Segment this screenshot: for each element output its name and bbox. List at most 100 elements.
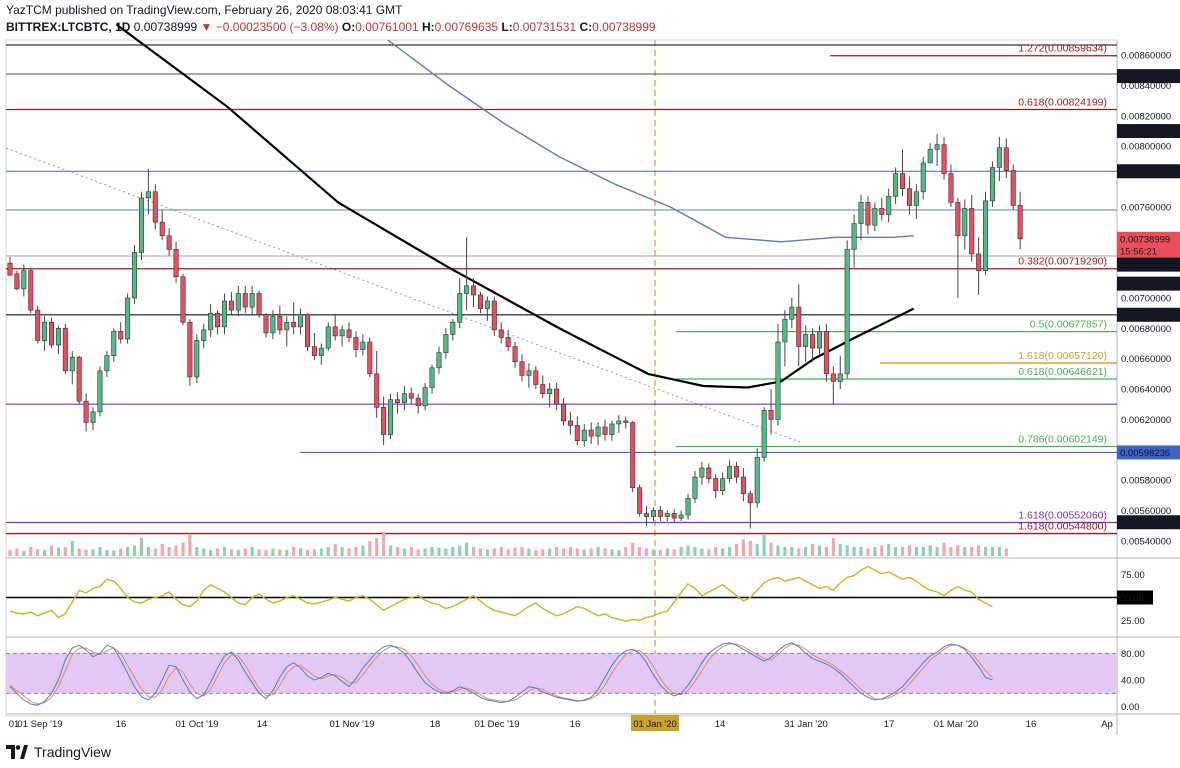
volume-bar [721,548,725,556]
volume-bar [444,548,448,556]
candle-body [623,420,629,423]
volume-bar [686,545,690,556]
candle-body [969,208,975,255]
candle-body [602,426,608,435]
volume-bar [810,544,815,556]
volume-bar [997,547,1001,556]
volume-bar [437,547,441,556]
candle-body [457,293,463,323]
candle-body [754,457,760,504]
volume-bar [790,547,794,556]
volume-bar [617,550,621,556]
volume-bar [575,548,579,556]
volume-bar [679,547,683,556]
candle-body [49,321,55,346]
fib-label-2: 0.382(0.00719290) [1018,256,1107,268]
candle-body [630,422,636,489]
candle-body [353,337,359,350]
candle-body [976,253,982,271]
candle-body [42,321,48,341]
high-label: H: [421,20,435,34]
volume-bar [375,538,379,556]
stoch-tick-label: 40.00 [1121,676,1145,687]
volume-bar [229,549,233,556]
candle-body [173,249,179,278]
candle-body [699,467,705,478]
volume-bar [665,548,669,556]
candle-body [332,326,338,337]
chart-header: YazTCM published on TradingView.com, Feb… [0,0,1180,38]
candle-body [547,388,553,394]
volume-bar [907,545,912,556]
volume-bar [492,548,496,556]
candle-body [394,399,400,404]
candle-body [132,252,138,299]
price-tick-label: 0.00560000 [1121,506,1171,517]
volume-bar [700,548,704,556]
candle-body [657,510,663,517]
volume-bar [499,547,503,556]
candle-body [381,406,387,435]
candle-body [574,425,580,441]
open-label: O: [341,20,356,34]
tradingview-logo-icon[interactable] [6,745,28,759]
volume-bar [139,538,144,556]
candle-body [111,331,117,356]
chart-canvas[interactable]: 1.272(0.00859634) 0.618(0.00824199) 0.382(… [0,0,1180,740]
fib-label-6: 0.786(0.00602149) [1018,434,1107,446]
symbol-label[interactable]: BITTREX:LTCBTC, 1D [6,20,131,34]
volume-bar [271,548,275,556]
volume-bar [146,547,150,556]
candle-body [1003,147,1009,171]
candle-body [519,361,525,376]
price-marker-box [1117,515,1180,530]
candle-body [145,191,151,199]
candle-body [955,202,961,237]
volume-bar [188,535,192,556]
volume-bar [63,547,67,556]
candle-body [305,314,311,347]
candle-body [865,202,871,226]
volume-bar [236,550,240,556]
candle-body [830,373,836,382]
volume-bar [658,550,662,556]
candle-body [554,388,560,405]
volume-bar [243,548,247,556]
volume-bar [105,550,109,556]
volume-bar [748,541,752,556]
price-marker-label: 0.00688951 [1120,310,1170,321]
candle-body [920,162,926,193]
volume-bar [866,548,870,556]
volume-bar [838,544,842,556]
time-tick-label: 18 [430,719,441,730]
high-value: 0.00769635 [434,20,499,34]
volume-bar [416,549,420,556]
volume-bar [527,548,531,556]
volume-bar [278,549,282,556]
candle-body [346,329,352,338]
candle-body [844,249,850,375]
volume-bar [631,542,635,556]
price-marker-box [1117,243,1180,258]
volume-bar [15,548,19,556]
volume-bar [132,545,137,556]
volume-bar [257,549,261,556]
candle-body [664,513,670,517]
volume-bar [209,550,213,556]
volume-bar [624,547,628,556]
volume-bar [921,547,925,556]
stoch-tick-label: 0.00 [1121,702,1140,713]
volume-bar [561,548,566,556]
volume-bar [298,548,303,556]
volume-bar [167,547,171,556]
candle-body [443,334,449,353]
price-marker-box [1117,307,1180,322]
candle-body [1010,170,1016,206]
candle-body [228,300,234,311]
fib-label-5: 0.618(0.00646621) [1018,366,1107,378]
close-value: 0.00738999 [592,20,656,34]
volume-bar [264,550,268,556]
volume-bar [368,541,372,556]
volume-bar [423,548,427,556]
volume-bar [22,550,26,556]
